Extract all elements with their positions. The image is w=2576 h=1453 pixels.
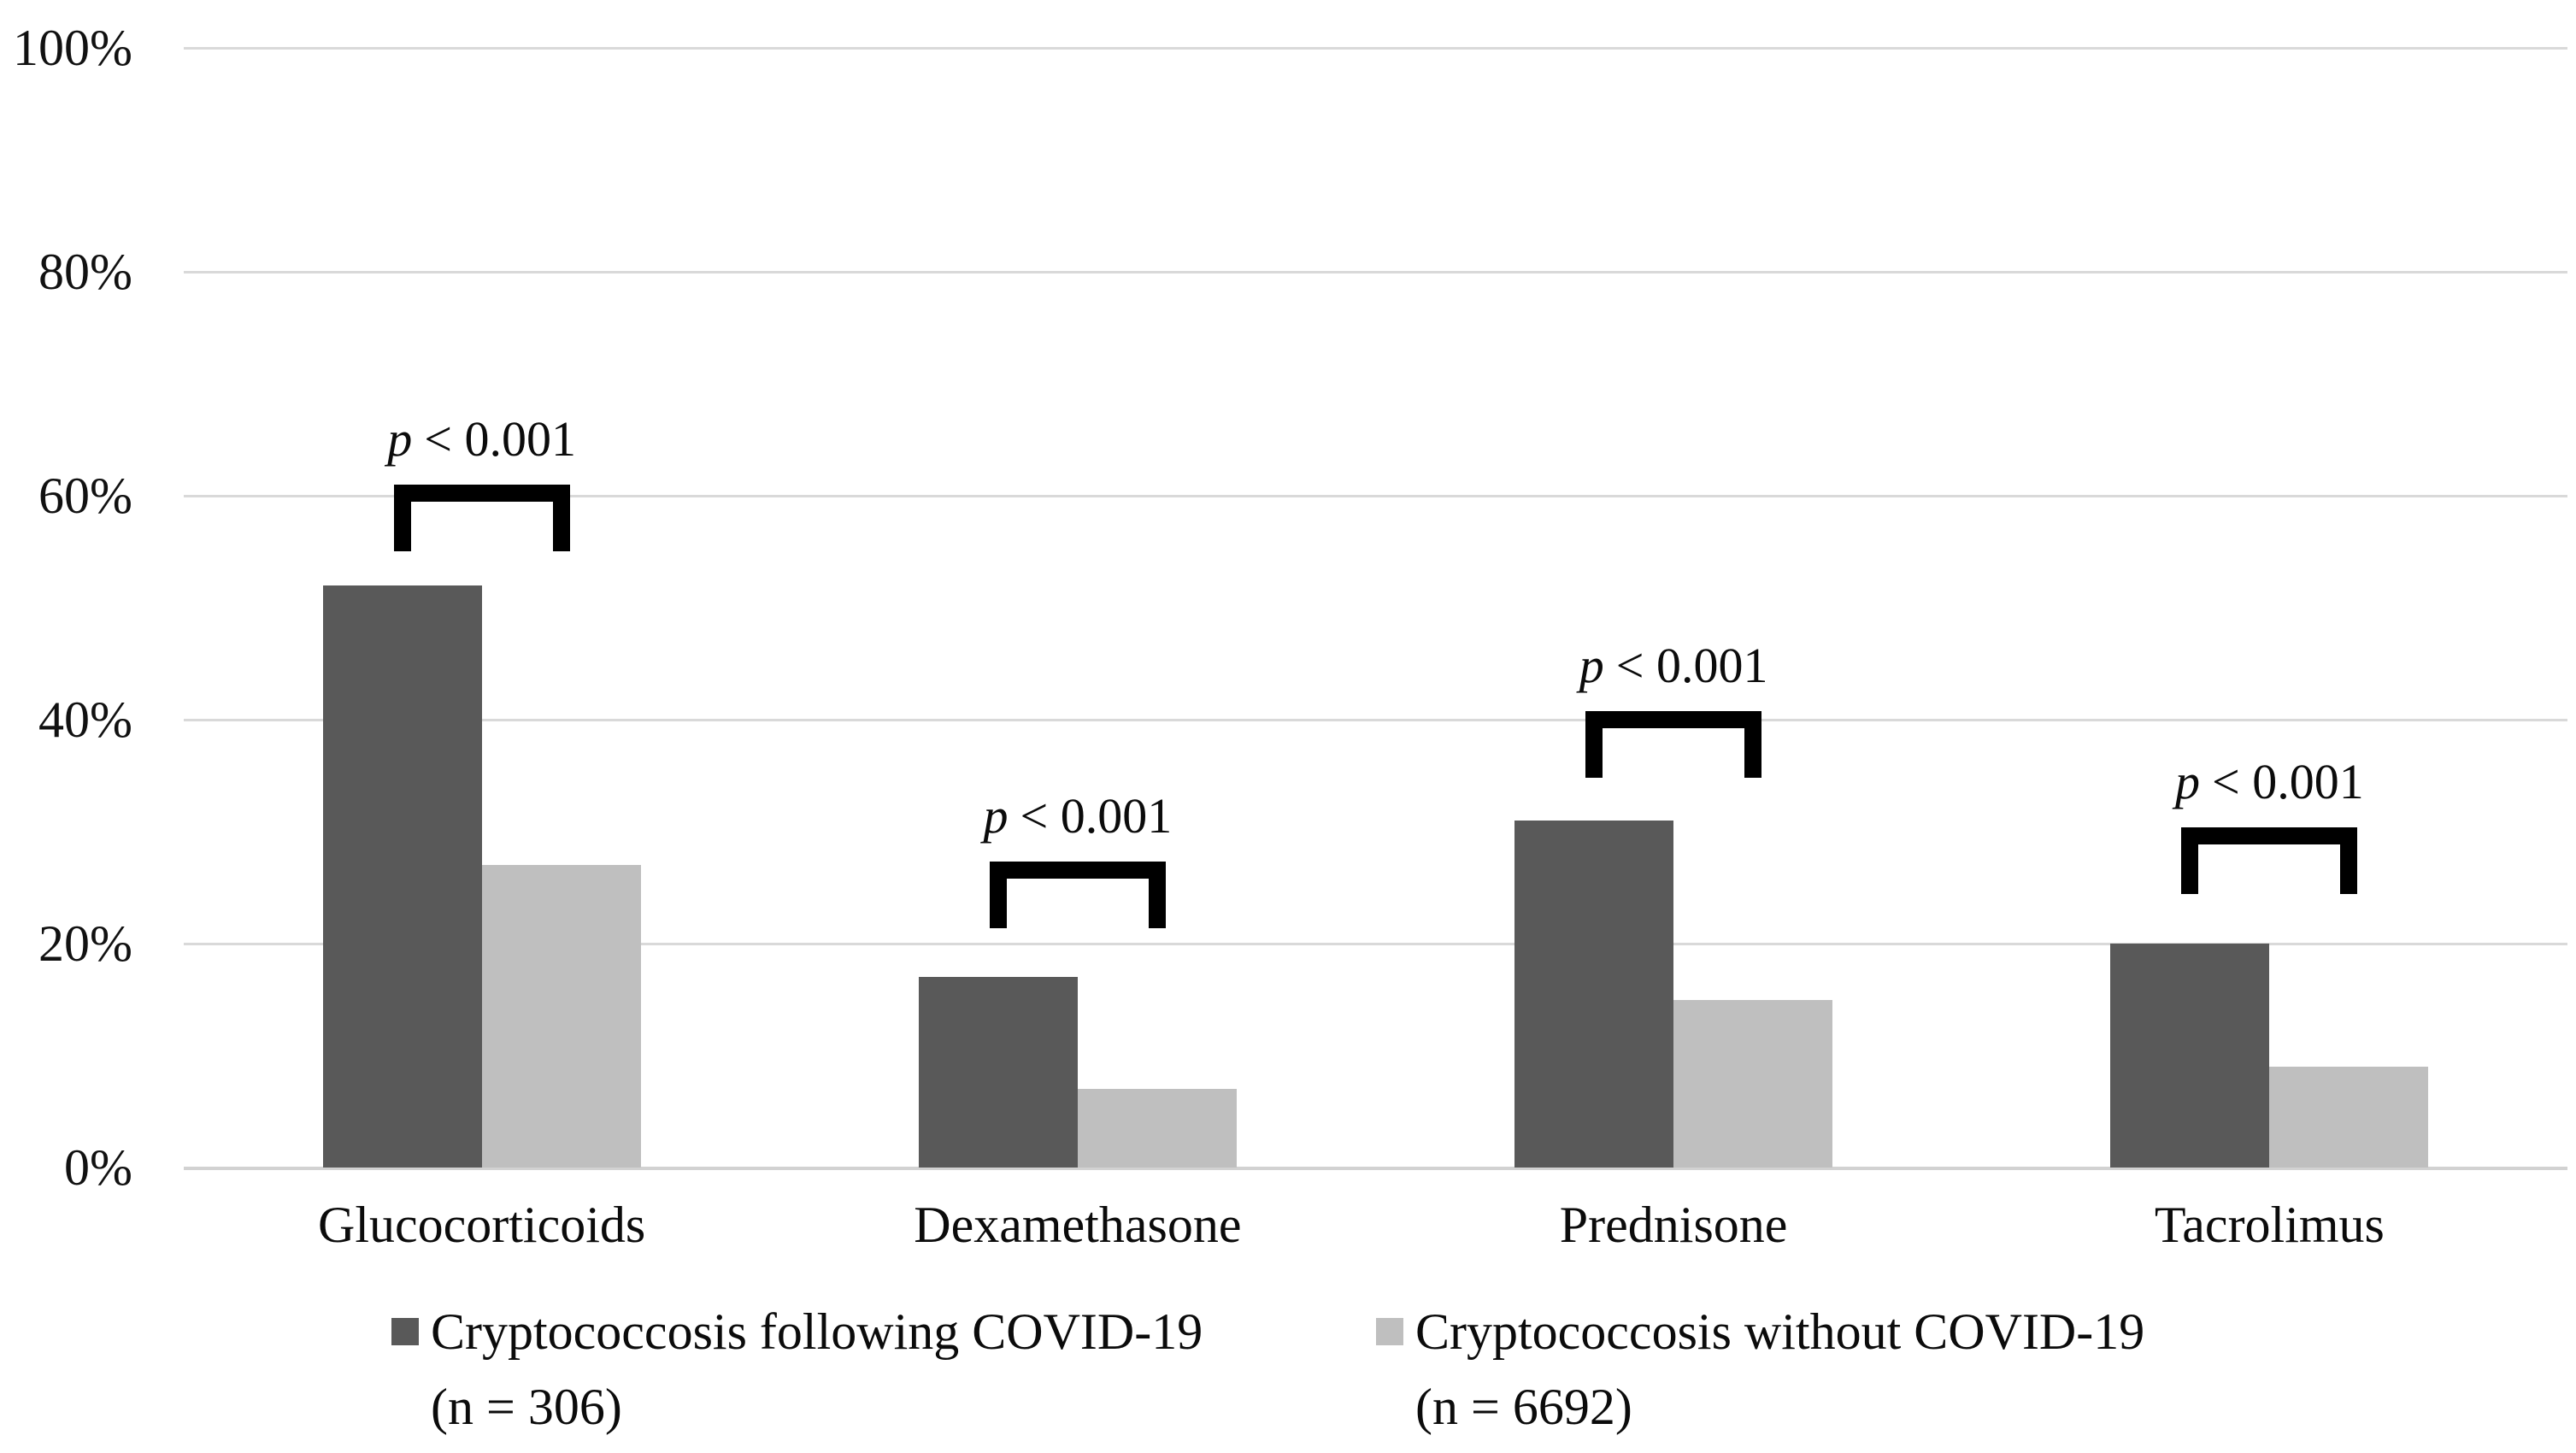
significance-bracket-tacrolimus — [2181, 827, 2358, 894]
category-label-tacrolimus: Tacrolimus — [2154, 1197, 2385, 1253]
y-axis-tick-label-40%: 40% — [38, 691, 132, 748]
bar-following-covid-dexamethasone — [918, 977, 1078, 1168]
legend-n-following-covid: (n = 306) — [431, 1379, 622, 1435]
y-axis-tick-label-20%: 20% — [38, 915, 132, 972]
bar-following-covid-glucocorticoids — [322, 585, 482, 1168]
p-value-threshold: < 0.001 — [2212, 753, 2364, 809]
legend-entry-following-covid: Cryptococcosis following COVID-19 (n = 3… — [391, 1294, 1203, 1444]
significance-bracket-dexamethasone — [989, 862, 1166, 929]
y-axis-tick-label-100%: 100% — [13, 20, 132, 76]
category-label-glucocorticoids: Glucocorticoids — [318, 1197, 646, 1253]
legend-entry-without-covid: Cryptococcosis without COVID-19 (n = 669… — [1376, 1294, 2144, 1444]
bar-following-covid-prednisone — [1514, 820, 1674, 1168]
category-label-dexamethasone: Dexamethasone — [914, 1197, 1242, 1253]
legend-label-following-covid: Cryptococcosis following COVID-19 — [431, 1303, 1203, 1360]
p-value-label-dexamethasone: p < 0.001 — [984, 786, 1173, 846]
bar-without-covid-glucocorticoids — [481, 865, 641, 1168]
gridline-60% — [184, 495, 2567, 497]
category-label-prednisone: Prednisone — [1559, 1197, 1788, 1253]
gridline-0% — [184, 1167, 2567, 1170]
p-value-variable: p — [387, 410, 413, 467]
legend-swatch-without-covid-icon — [1376, 1318, 1403, 1345]
p-value-variable: p — [983, 788, 1009, 844]
significance-bracket-prednisone — [1585, 710, 1762, 778]
significance-bracket-glucocorticoids — [393, 484, 570, 551]
p-value-variable: p — [1579, 637, 1604, 693]
y-axis-tick-label-0%: 0% — [64, 1139, 132, 1196]
gridline-20% — [184, 943, 2567, 945]
bar-without-covid-prednisone — [1673, 999, 1833, 1168]
p-value-threshold: < 0.001 — [1020, 788, 1173, 844]
plot-area: p < 0.001 p < 0.001 p < 0.001 p < 0.001 — [184, 47, 2567, 1170]
p-value-label-tacrolimus: p < 0.001 — [2175, 752, 2364, 812]
gridline-40% — [184, 719, 2567, 721]
p-value-threshold: < 0.001 — [1615, 637, 1768, 693]
legend-label-without-covid: Cryptococcosis without COVID-19 — [1415, 1303, 2145, 1360]
p-value-label-prednisone: p < 0.001 — [1579, 636, 1768, 696]
y-axis-tick-label-80%: 80% — [38, 244, 132, 300]
legend-swatch-following-covid-icon — [391, 1318, 419, 1345]
bar-without-covid-tacrolimus — [2269, 1067, 2429, 1168]
bar-following-covid-tacrolimus — [2110, 944, 2270, 1168]
gridline-80% — [184, 271, 2567, 274]
p-value-threshold: < 0.001 — [424, 410, 576, 467]
gridline-100% — [184, 47, 2567, 50]
y-axis-tick-label-60%: 60% — [38, 468, 132, 524]
p-value-variable: p — [2175, 753, 2201, 809]
legend-n-without-covid: (n = 6692) — [1415, 1379, 1632, 1435]
bar-without-covid-dexamethasone — [1077, 1089, 1237, 1168]
p-value-label-glucocorticoids: p < 0.001 — [387, 409, 576, 469]
